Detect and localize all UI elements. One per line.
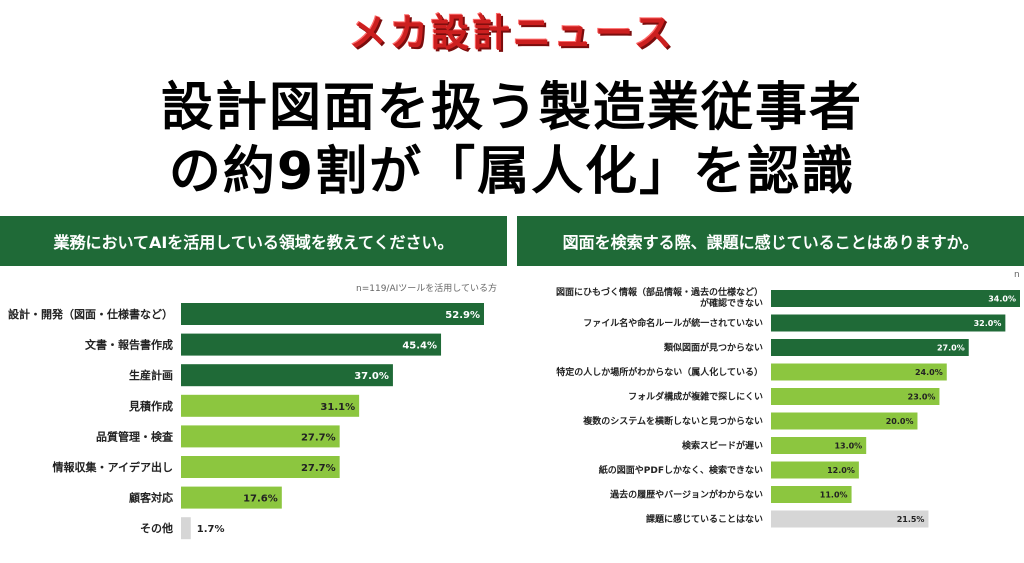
right-category-label: 検索スピードが遅い [682, 440, 763, 452]
left-value-label: 27.7% [301, 432, 336, 443]
right-bar [771, 388, 940, 405]
left-category-label: 情報収集・アイデア出し [53, 460, 173, 474]
right-bar [771, 437, 867, 454]
right-category-label: 過去の履歴やバージョンがわからない [609, 489, 763, 501]
right-value-label: 27.0% [937, 344, 965, 353]
left-bar [181, 394, 360, 417]
right-bar [771, 339, 969, 356]
left-value-label: 52.9% [445, 310, 480, 321]
right-value-label: 23.0% [908, 393, 936, 402]
left-value-label: 37.0% [354, 371, 389, 382]
left-bar [181, 456, 340, 478]
left-chart-note: n=119/AIツールを活用している方 [356, 284, 497, 294]
left-chart-title: 業務においてAIを活用している領域を教えてください。 [0, 216, 507, 266]
left-value-label: 1.7% [197, 524, 225, 535]
right-bar [771, 363, 947, 381]
right-chart-title: 図面を検索する際、課題に感じていることはありますか。 [517, 216, 1024, 266]
right-value-label: 34.0% [988, 295, 1016, 304]
right-value-label: 32.0% [974, 319, 1002, 328]
left-bar [181, 333, 442, 356]
right-bar [771, 510, 929, 528]
left-bar [181, 486, 282, 509]
left-category-label: 設計・開発（図面・仕様書など） [8, 307, 173, 321]
left-value-label: 31.1% [320, 402, 355, 413]
right-value-label: 21.5% [897, 515, 925, 524]
right-bar [771, 290, 1020, 307]
left-value-label: 27.7% [301, 463, 336, 474]
left-category-label: その他 [140, 521, 173, 535]
right-value-label: 20.0% [886, 417, 914, 426]
left-value-label: 45.4% [402, 341, 437, 352]
left-category-label: 見積作成 [128, 399, 173, 413]
right-category-label: ファイル名や命名ルールが統一されていない [583, 317, 763, 329]
right-category-label: フォルダ構成が複雑で探しにくい [628, 391, 763, 403]
right-bar [771, 412, 918, 430]
left-bar [181, 425, 340, 448]
left-bar [181, 364, 393, 387]
right-bar [771, 486, 852, 503]
headline-line-2: の約9割が「属人化」を認識 [168, 142, 856, 202]
brand-title: メカ設計ニュース [348, 11, 676, 55]
headline-line-1: 設計図面を扱う製造業従事者 [160, 78, 863, 138]
right-value-label: 24.0% [915, 368, 943, 377]
right-value-label: 11.0% [820, 491, 848, 500]
left-bar [181, 517, 191, 540]
right-category-label: 複数のシステムを横断しないと見つからない [582, 415, 763, 427]
left-value-label: 17.6% [243, 494, 278, 505]
left-category-label: 品質管理・検査 [96, 429, 173, 443]
left-category-label: 顧客対応 [129, 491, 173, 505]
right-bar [771, 461, 859, 479]
right-chart-note: n [1014, 270, 1020, 280]
right-category-label: 課題に感じていることはない [646, 513, 763, 525]
left-category-label: 文書・報告書作成 [85, 338, 173, 352]
right-bar [771, 314, 1006, 332]
right-category-label: 図面にひもづく情報（部品情報・過去の仕様など）が確認できない [556, 286, 763, 309]
right-category-label: 特定の人しか場所がわからない（属人化している） [556, 366, 763, 378]
right-category-label: 類似図面が見つからない [663, 342, 763, 354]
right-value-label: 13.0% [834, 442, 862, 451]
left-bar [181, 303, 484, 325]
right-category-label: 紙の図面やPDFしかなく、検索できない [599, 464, 763, 476]
left-category-label: 生産計画 [129, 368, 173, 382]
panel-divider [507, 216, 517, 563]
right-value-label: 12.0% [827, 466, 855, 475]
